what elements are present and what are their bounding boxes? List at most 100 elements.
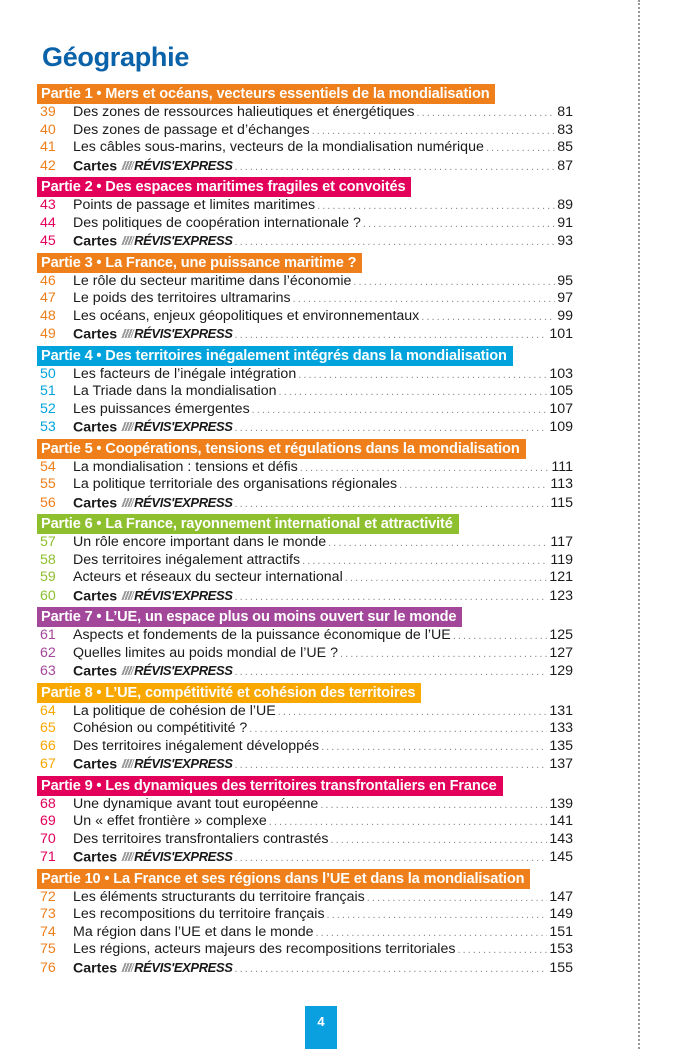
entry-number: 40: [40, 121, 56, 138]
revis-express-logo: RÉVIS'EXPRESS: [121, 755, 233, 773]
dot-leader: [298, 367, 547, 385]
entry-page: 83: [557, 121, 573, 138]
entry-title: Les facteurs de l’inégale intégration: [73, 365, 297, 382]
toc-entry[interactable]: 43 Points de passage et limites maritimes…: [37, 197, 573, 215]
toc-entry[interactable]: 63 Cartes RÉVIS'EXPRESS 129: [37, 662, 573, 680]
logo-stripes-icon: [121, 852, 135, 862]
toc-entry[interactable]: 46 Le rôle du secteur maritime dans l’éco…: [37, 273, 573, 291]
entry-title: Des politiques de coopération internatio…: [73, 214, 361, 231]
entry-page: 87: [557, 157, 573, 174]
toc-entry[interactable]: 74 Ma région dans l’UE et dans le monde 15…: [37, 924, 573, 942]
toc-entry[interactable]: 72 Les éléments structurants du territoir…: [37, 889, 573, 907]
entry-title: Le poids des territoires ultramarins: [73, 290, 291, 306]
entry-number: 70: [40, 830, 56, 847]
toc-entry[interactable]: 49 Cartes RÉVIS'EXPRESS 101: [37, 325, 573, 343]
toc-entry[interactable]: 68 Une dynamique avant tout européenne 139: [37, 796, 573, 814]
toc-entry[interactable]: 55 La politique territoriale des organisa…: [37, 476, 573, 494]
toc-entry[interactable]: 73 Les recompositions du territoire franç…: [37, 906, 573, 924]
cartes-label: Cartes: [73, 756, 118, 773]
toc-entry[interactable]: 51 La Triade dans la mondialisation 105: [37, 383, 573, 401]
entry-title: Le rôle du secteur maritime dans l’écono…: [73, 272, 352, 289]
entry-page: 111: [551, 458, 573, 475]
part-header[interactable]: Partie 5 • Coopérations, tensions et rég…: [37, 438, 526, 459]
revis-express-logo: RÉVIS'EXPRESS: [121, 157, 233, 175]
toc-entry[interactable]: 50 Les facteurs de l’inégale intégration 1…: [37, 366, 573, 384]
dot-leader: [327, 907, 548, 925]
part-header[interactable]: Partie 1 • Mers et océans, vecteurs esse…: [37, 84, 496, 104]
toc-entry[interactable]: 44 Des politiques de coopération internat…: [37, 215, 573, 233]
entry-number: 71: [40, 849, 56, 866]
entry-title: Cartes RÉVIS'EXPRESS: [73, 959, 233, 978]
toc-section: Partie 2 • Des espaces maritimes fragile…: [37, 174, 573, 250]
entry-title: Une dynamique avant tout européenne: [73, 795, 319, 812]
part-header[interactable]: Partie 10 • La France et ses régions dan…: [37, 868, 531, 889]
toc-entry[interactable]: 69 Un « effet frontière » complexe 141: [37, 813, 573, 831]
toc-entry[interactable]: 60 Cartes RÉVIS'EXPRESS 123: [37, 587, 573, 605]
toc-entry[interactable]: 53 Cartes RÉVIS'EXPRESS 109: [37, 418, 573, 436]
toc-section: Partie 7 • L’UE, un espace plus ou moins…: [37, 604, 573, 680]
entry-page: 139: [549, 795, 573, 812]
dot-leader: [321, 739, 547, 757]
logo-stripes-icon: [121, 590, 135, 600]
toc-entry[interactable]: 65 Cohésion ou compétitivité ? 133: [37, 720, 573, 738]
toc-entry[interactable]: 48 Les océans, enjeux géopolitiques et en…: [37, 308, 573, 326]
toc-entry[interactable]: 45 Cartes RÉVIS'EXPRESS 93: [37, 232, 573, 250]
dot-leader: [345, 570, 548, 588]
part-header[interactable]: Partie 6 • La France, rayonnement intern…: [37, 514, 459, 534]
logo-text: RÉVIS'EXPRESS: [134, 849, 233, 864]
dot-leader: [317, 198, 555, 216]
toc-entry[interactable]: 67 Cartes RÉVIS'EXPRESS 137: [37, 755, 573, 773]
logo-stripes-icon: [121, 666, 135, 676]
toc-entry[interactable]: 39 Des zones de ressources halieutiques e…: [37, 104, 573, 122]
logo-text: RÉVIS'EXPRESS: [134, 587, 233, 603]
toc-entry[interactable]: 75 Les régions, acteurs majeurs des recom…: [37, 941, 573, 959]
toc-section: Partie 9 • Les dynamiques des territoire…: [37, 773, 573, 866]
toc-entry[interactable]: 56 Cartes RÉVIS'EXPRESS 115: [37, 494, 573, 512]
entry-page: 117: [550, 534, 573, 550]
toc-entry[interactable]: 66 Des territoires inégalement développés…: [37, 738, 573, 756]
toc-entry[interactable]: 42 Cartes RÉVIS'EXPRESS 87: [37, 157, 573, 175]
entry-page: 97: [557, 290, 573, 306]
entry-page: 155: [549, 959, 573, 976]
entry-number: 75: [40, 941, 56, 957]
toc-entry[interactable]: 76 Cartes RÉVIS'EXPRESS 155: [37, 959, 573, 977]
toc-entry[interactable]: 54 La mondialisation : tensions et défis 1…: [37, 459, 573, 477]
entry-page: 131: [549, 702, 573, 719]
logo-text: RÉVIS'EXPRESS: [134, 663, 233, 678]
logo-stripes-icon: [121, 422, 135, 432]
toc-entry[interactable]: 64 La politique de cohésion de l’UE 131: [37, 703, 573, 721]
entry-title: Des territoires inégalement attractifs: [73, 551, 301, 568]
part-header[interactable]: Partie 9 • Les dynamiques des territoire…: [37, 775, 503, 796]
entry-number: 59: [40, 569, 56, 585]
entry-title: La politique de cohésion de l’UE: [73, 702, 276, 719]
entry-number: 55: [40, 476, 56, 492]
entry-number: 65: [40, 720, 56, 736]
toc-entry[interactable]: 40 Des zones de passage et d’échanges 83: [37, 122, 573, 140]
dot-leader: [269, 814, 548, 832]
entry-title: Un « effet frontière » complexe: [73, 813, 267, 829]
entry-title: La Triade dans la mondialisation: [73, 383, 277, 399]
toc-entry[interactable]: 71 Cartes RÉVIS'EXPRESS 145: [37, 848, 573, 866]
toc-entry[interactable]: 41 Les câbles sous-marins, vecteurs de la…: [37, 139, 573, 157]
entry-title: Cartes RÉVIS'EXPRESS: [73, 587, 233, 606]
toc-entry[interactable]: 58 Des territoires inégalement attractifs…: [37, 552, 573, 570]
toc-entry[interactable]: 52 Les puissances émergentes 107: [37, 401, 573, 419]
toc-entry[interactable]: 59 Acteurs et réseaux du secteur internat…: [37, 569, 573, 587]
toc-entry[interactable]: 47 Le poids des territoires ultramarins 97: [37, 290, 573, 308]
part-header[interactable]: Partie 8 • L’UE, compétitivité et cohési…: [37, 682, 422, 703]
toc-entry[interactable]: 61 Aspects et fondements de la puissance …: [37, 627, 573, 645]
toc-entry[interactable]: 62 Quelles limites au poids mondial de l’…: [37, 645, 573, 663]
part-header[interactable]: Partie 3 • La France, une puissance mari…: [37, 252, 363, 273]
toc-entry[interactable]: 57 Un rôle encore important dans le monde…: [37, 534, 573, 552]
entry-number: 74: [40, 923, 56, 940]
part-header[interactable]: Partie 2 • Des espaces maritimes fragile…: [37, 177, 412, 197]
entry-number: 39: [40, 104, 56, 120]
dot-leader: [417, 105, 556, 123]
part-header[interactable]: Partie 7 • L’UE, un espace plus ou moins…: [37, 607, 463, 627]
table-of-contents: Partie 1 • Mers et océans, vecteurs esse…: [37, 81, 573, 976]
part-header[interactable]: Partie 4 • Des territoires inégalement i…: [37, 345, 513, 366]
entry-number: 54: [40, 458, 56, 475]
entry-page: 113: [550, 476, 573, 492]
toc-section: Partie 10 • La France et ses régions dan…: [37, 866, 573, 977]
toc-entry[interactable]: 70 Des territoires transfrontaliers contr…: [37, 831, 573, 849]
